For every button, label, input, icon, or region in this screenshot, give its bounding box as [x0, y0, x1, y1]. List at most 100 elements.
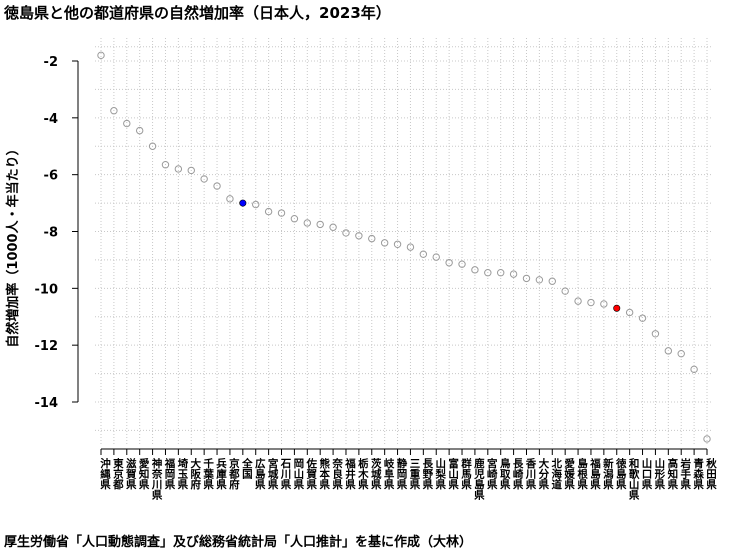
- data-point: [174, 165, 183, 173]
- data-point: [97, 51, 105, 60]
- grid-lines: [95, 38, 712, 445]
- x-tick-label: 岐阜県: [383, 457, 395, 490]
- data-point: [135, 126, 144, 135]
- data-point: [548, 277, 556, 285]
- data-point: [638, 314, 647, 322]
- data-point: [329, 223, 337, 231]
- data-point: [664, 347, 673, 355]
- x-tick-label: 青森県: [692, 457, 704, 490]
- data-point: [432, 253, 440, 261]
- x-tick-label: 香川県: [524, 457, 536, 490]
- x-tick-label: 愛媛県: [563, 457, 575, 490]
- data-point: [522, 274, 531, 283]
- data-point: [213, 182, 221, 190]
- data-point: [535, 276, 544, 284]
- data-point-highlight: [613, 304, 621, 312]
- x-tick-label: 兵庫県: [215, 457, 227, 490]
- data-point: [277, 209, 286, 217]
- data-point: [368, 234, 376, 243]
- data-point: [264, 207, 273, 216]
- x-tick-label: 島根県: [576, 457, 588, 490]
- x-tick-label: 神奈川県: [151, 457, 163, 501]
- data-point: [497, 269, 505, 277]
- data-point: [419, 250, 428, 258]
- x-tick-label: 静岡県: [396, 457, 408, 490]
- data-point: [677, 349, 685, 358]
- x-tick-label: 茨城県: [370, 457, 382, 490]
- data-point: [252, 200, 260, 209]
- x-tick-labels: 沖縄県 東京都 滋賀県 愛知県 神奈川県 福岡県 埼玉県 大阪府 千葉県 兵庫県 京都府 全国 広島県宮…: [99, 448, 717, 501]
- data-point: [703, 435, 711, 443]
- x-tick-label: 長崎県: [512, 458, 524, 490]
- x-tick-label: 岩手県: [679, 457, 691, 490]
- data-point: [445, 259, 453, 267]
- x-tick-label: 千葉県: [202, 457, 214, 490]
- x-tick-label: 鳥取県: [499, 457, 511, 490]
- data-point: [187, 166, 195, 175]
- data-point: [342, 229, 350, 237]
- x-tick-label: 全国: [241, 457, 253, 480]
- data-point: [303, 219, 311, 227]
- x-tick-label: 山形県: [653, 457, 665, 490]
- x-tick-label: 宮城県: [267, 457, 279, 490]
- x-tick-label: 秋田県: [705, 457, 717, 490]
- x-tick-label: 宮崎県: [486, 457, 498, 490]
- x-tick-label: 京都府: [228, 457, 240, 490]
- x-tick-label: 福島県: [589, 457, 601, 490]
- x-tick-label: 鹿児島県: [473, 457, 485, 501]
- y-axis: -14 -12 -10 -8 -6 -4 -2: [35, 55, 79, 411]
- data-points: [97, 51, 711, 443]
- x-tick-label: 広島県: [254, 457, 266, 490]
- y-tick-label: -6: [44, 169, 58, 184]
- data-point: [200, 175, 208, 183]
- data-point: [458, 260, 466, 268]
- x-tick-label: 奈良県: [331, 457, 343, 490]
- x-tick-label: 山口県: [641, 457, 653, 490]
- x-tick-label: 富山県: [447, 457, 459, 490]
- data-point: [148, 142, 157, 150]
- data-point: [471, 266, 479, 274]
- data-point: [625, 308, 634, 317]
- x-tick-label: 大分県: [537, 457, 549, 490]
- x-tick-label: 三重県: [408, 458, 420, 490]
- x-tick-label: 長野県: [421, 458, 433, 490]
- x-tick-label: 石川県: [280, 458, 292, 490]
- data-point: [290, 215, 299, 223]
- x-tick-label: 佐賀県: [305, 457, 317, 490]
- x-tick-label: 愛知県: [138, 457, 150, 490]
- data-point: [587, 298, 595, 307]
- data-point-highlight: [239, 199, 247, 207]
- x-tick-label: 大阪府: [189, 457, 201, 490]
- data-point: [110, 107, 118, 115]
- data-point: [226, 195, 234, 203]
- chart-title: 徳島県と他の都道府県の自然増加率（日本人，2023年）: [4, 4, 391, 22]
- y-axis-label: 自然増加率（1000人・年当たり）: [5, 142, 21, 347]
- data-point: [600, 300, 608, 308]
- x-tick-label: 埼玉県: [176, 457, 188, 490]
- data-point: [316, 220, 324, 229]
- y-tick-label: -10: [35, 282, 59, 297]
- data-point: [561, 287, 569, 295]
- data-point: [690, 365, 698, 374]
- x-tick-label: 熊本県: [318, 457, 330, 490]
- data-point: [484, 269, 492, 277]
- x-tick-label: 沖縄県: [99, 457, 111, 490]
- x-tick-label: 東京都: [112, 457, 124, 490]
- y-tick-label: -8: [44, 226, 58, 241]
- x-tick-label: 新潟県: [602, 457, 614, 490]
- x-tick-label: 山梨県: [434, 457, 446, 490]
- data-point: [355, 232, 363, 240]
- x-tick-label: 和歌山県: [628, 457, 640, 501]
- y-tick-label: -12: [35, 339, 59, 354]
- data-point: [161, 161, 170, 169]
- y-tick-label: -4: [44, 112, 58, 127]
- data-point: [393, 240, 402, 248]
- x-tick-label: 岡山県: [292, 458, 304, 490]
- data-point: [574, 297, 582, 305]
- x-tick-label: 高知県: [666, 457, 678, 490]
- x-tick-label: 北海道: [550, 457, 562, 490]
- x-tick-label: 群馬県: [460, 457, 472, 490]
- x-tick-label: 福井県: [344, 457, 356, 490]
- x-tick-label: 滋賀県: [125, 457, 137, 490]
